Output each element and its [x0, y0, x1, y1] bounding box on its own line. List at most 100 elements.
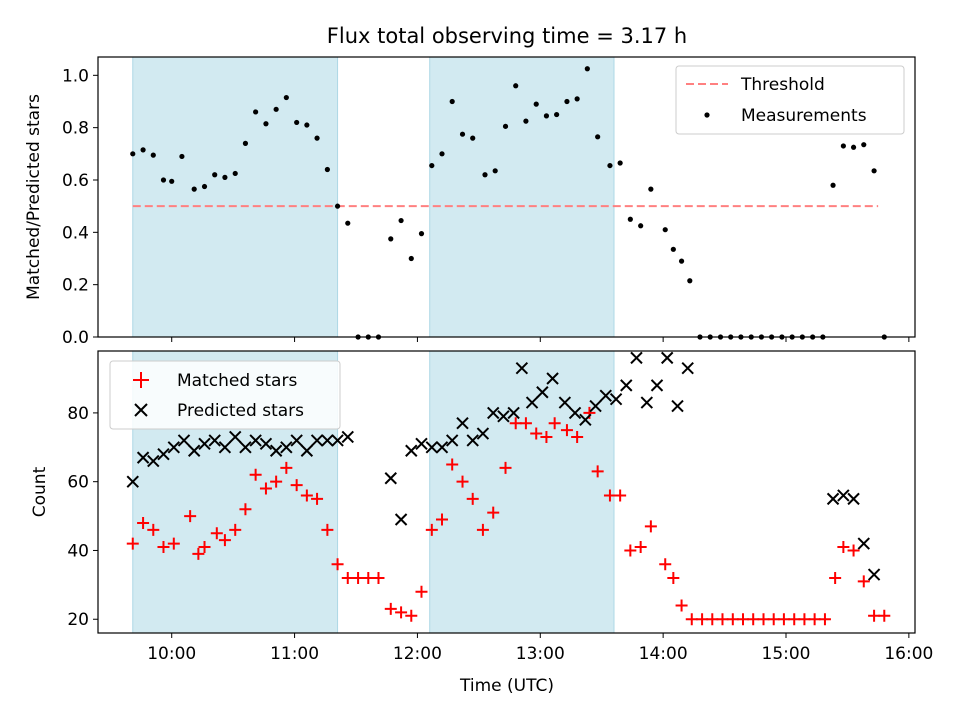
- matched-star-marker: [147, 523, 160, 536]
- measurement-point: [212, 172, 218, 178]
- y-tick-label: 20: [67, 610, 89, 630]
- matched-star-marker: [218, 534, 231, 547]
- matched-star-marker: [726, 613, 739, 626]
- measurement-point: [418, 231, 425, 237]
- matched-star-marker: [788, 613, 801, 626]
- matched-star-marker: [706, 613, 719, 626]
- matched-star-marker: [249, 468, 262, 481]
- predicted-star-marker: [558, 396, 572, 409]
- measurement-point: [830, 182, 836, 188]
- matched-star-marker: [137, 516, 150, 529]
- matched-star-marker: [747, 613, 760, 626]
- predicted-star-marker: [681, 361, 694, 375]
- matched-star-marker: [425, 523, 438, 536]
- predicted-star-marker: [147, 454, 160, 468]
- matched-star-marker: [777, 613, 790, 626]
- measurement-point: [574, 96, 580, 102]
- predicted-star-marker: [507, 406, 520, 420]
- measurement-point: [687, 278, 693, 284]
- predicted-legend-swatch: [134, 403, 148, 417]
- predicted-star-marker: [445, 434, 459, 447]
- predicted-star-marker: [525, 396, 539, 409]
- matched-star-marker: [290, 479, 303, 492]
- matched-star-marker: [466, 492, 479, 505]
- bottom-x-ticks: 10:00 11:00 12:00 13:00 14:00 15:00 16:00: [147, 633, 933, 664]
- matched-star-marker: [560, 424, 573, 437]
- predicted-star-marker: [126, 475, 139, 488]
- predicted-star-marker: [218, 441, 232, 454]
- matched-star-marker: [446, 458, 459, 471]
- matched-star-marker: [395, 606, 408, 619]
- top-panel: 0.0 0.2 0.4 0.6 0.8 1.0 Matched/Predicted sta…: [24, 56, 916, 348]
- top-x-ticks: [171, 337, 910, 342]
- y-tick-label: 80: [67, 404, 89, 424]
- measurement-point: [492, 168, 498, 174]
- matched-star-marker: [548, 417, 561, 430]
- measurement-point: [232, 170, 238, 177]
- matched-star-marker: [634, 541, 647, 554]
- shaded-span-2: [429, 56, 615, 338]
- matched-star-marker: [509, 417, 522, 430]
- matched-star-marker: [757, 613, 770, 626]
- figure-title: Flux total observing time = 3.17 h: [327, 24, 687, 48]
- measurement-point: [191, 186, 197, 192]
- matched-star-marker: [487, 506, 500, 519]
- y-tick-label: 60: [67, 473, 89, 493]
- matched-star-marker: [696, 613, 709, 626]
- matched-legend-swatch: [133, 372, 149, 388]
- matched-star-marker: [300, 489, 313, 502]
- predicted-star-marker: [167, 441, 181, 454]
- top-y-axis-label: Matched/Predicted stars: [24, 94, 44, 300]
- matched-star-marker: [808, 613, 821, 626]
- predicted-star-marker: [425, 441, 439, 454]
- measurement-point: [398, 217, 404, 224]
- predicted-star-marker: [405, 444, 418, 457]
- matched-star-marker: [184, 510, 197, 523]
- measurement-point: [648, 186, 654, 192]
- measurement-point: [502, 123, 509, 129]
- matched-star-marker: [829, 571, 842, 584]
- measurement-point: [439, 151, 445, 157]
- measurement-point: [627, 216, 633, 222]
- matched-star-marker: [667, 571, 680, 584]
- matched-star-marker: [341, 571, 354, 584]
- x-tick-label: 14:00: [639, 644, 688, 664]
- measurement-point: [678, 258, 685, 264]
- bottom-y-axis-label: Count: [30, 466, 50, 517]
- predicted-star-marker: [341, 430, 354, 444]
- matched-star-marker: [614, 489, 627, 502]
- x-tick-label: 11:00: [270, 644, 319, 664]
- measurement-point: [470, 135, 476, 141]
- matched-star-marker: [659, 558, 672, 571]
- bottom-axes-frame: [97, 350, 916, 634]
- measurement-point: [523, 118, 529, 124]
- matched-star-marker: [644, 520, 657, 533]
- y-tick-label: 0.2: [62, 276, 89, 296]
- matched-star-marker: [331, 558, 344, 571]
- predicted-star-marker: [671, 399, 684, 413]
- measurement-point: [283, 94, 289, 101]
- matched-star-marker: [229, 523, 242, 536]
- predicted-star-marker: [394, 513, 408, 526]
- predicted-star-marker: [609, 392, 623, 406]
- y-tick-label: 40: [67, 541, 89, 561]
- matched-star-marker: [280, 461, 293, 474]
- x-axis-label: Time (UTC): [459, 676, 554, 696]
- measurement-point: [314, 135, 320, 141]
- top-legend: Threshold Measurements: [675, 65, 905, 135]
- measurement-point: [140, 147, 146, 153]
- measurement-point: [345, 220, 351, 226]
- predicted-star-marker: [620, 379, 633, 392]
- measurement-point: [222, 174, 228, 180]
- measurement-point: [670, 246, 676, 252]
- measurement-point: [840, 143, 846, 149]
- predicted-star-marker: [476, 427, 490, 440]
- x-tick-label: 13:00: [516, 644, 565, 664]
- predicted-star-marker: [239, 441, 252, 454]
- top-shaded-spans: [132, 56, 615, 338]
- top-y-ticks: 0.0 0.2 0.4 0.6 0.8 1.0: [62, 66, 98, 348]
- matched-star-marker: [571, 430, 584, 443]
- predicted-star-marker: [497, 410, 510, 423]
- measurement-point: [459, 131, 466, 137]
- matched-star-marker: [818, 613, 831, 626]
